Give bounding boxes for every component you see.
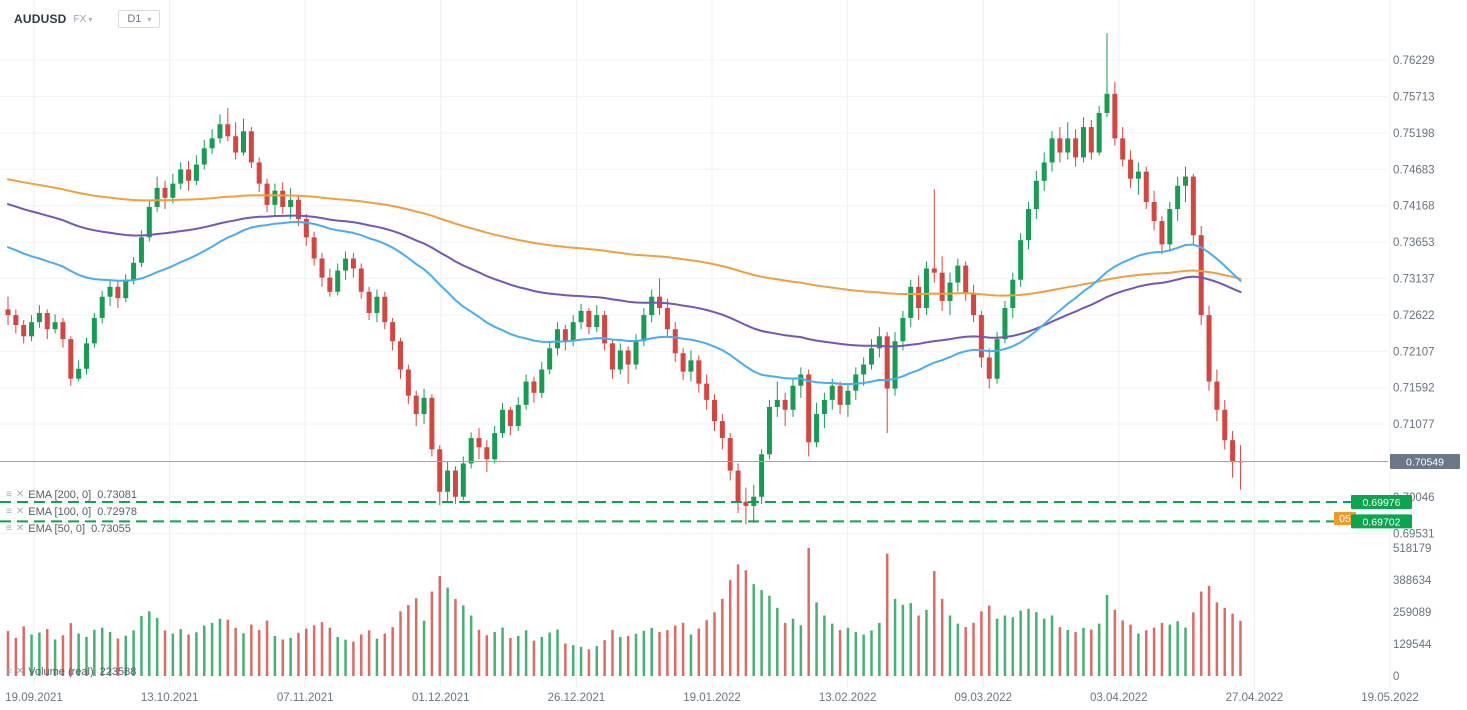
svg-text:13.02.2022: 13.02.2022 [819,692,877,704]
ema-200-line[interactable] [7,178,1242,297]
partial-price-badge: 05 [1334,512,1356,525]
svg-text:26.12.2021: 26.12.2021 [548,692,606,704]
svg-text:0.69976: 0.69976 [1363,497,1401,509]
indicator-row-ema200: ≡ ✕ EMA [200, 0] 0.73081 [6,486,137,503]
svg-text:19.05.2022: 19.05.2022 [1361,692,1419,704]
svg-text:259089: 259089 [1393,607,1431,619]
indicator-name: EMA [200, 0] [28,488,92,501]
svg-text:09.03.2022: 09.03.2022 [954,692,1012,704]
support-price-badge-1: 0.69976 [1351,494,1412,509]
svg-text:0.72107: 0.72107 [1393,346,1435,358]
svg-text:13.10.2021: 13.10.2021 [141,692,199,704]
volume-legend: ≡ ✕ Volume (real) 223588 [6,663,136,680]
market-label: FX [73,13,87,25]
ema-100-line[interactable] [7,203,1242,348]
indicator-remove-icon[interactable]: ✕ [15,505,25,517]
volume-legend-row: ≡ ✕ Volume (real) 223588 [6,663,136,680]
indicator-remove-icon[interactable]: ✕ [15,488,25,500]
chevron-down-icon: ▾ [147,14,152,24]
svg-text:0: 0 [1393,671,1399,683]
indicator-settings-icon[interactable]: ≡ [6,665,12,677]
svg-text:0.70549: 0.70549 [1406,456,1444,468]
svg-text:27.04.2022: 27.04.2022 [1226,692,1284,704]
svg-text:518179: 518179 [1393,543,1431,555]
volume-axis-labels: 518179 388634 259089 129544 0 [1393,543,1432,683]
indicator-row-ema50: ≡ ✕ EMA [50, 0] 0.73055 [6,520,137,537]
svg-text:19.01.2022: 19.01.2022 [683,692,741,704]
svg-text:129544: 129544 [1393,639,1432,651]
current-price-badge: 0.70549 [1390,453,1460,469]
svg-text:0.75198: 0.75198 [1393,128,1435,140]
svg-text:01.12.2021: 01.12.2021 [412,692,470,704]
horizontal-gridlines [0,59,1388,534]
chevron-down-icon: ▾ [88,14,93,24]
svg-text:388634: 388634 [1393,575,1432,587]
timeframe-select[interactable]: D1 ▾ [118,10,161,28]
svg-text:0.75713: 0.75713 [1393,91,1435,103]
svg-text:0.72622: 0.72622 [1393,310,1435,322]
indicator-value: 0.73055 [91,522,131,535]
svg-text:0.71592: 0.71592 [1393,383,1435,395]
indicator-row-ema100: ≡ ✕ EMA [100, 0] 0.72978 [6,503,137,520]
indicator-remove-icon[interactable]: ✕ [15,665,25,677]
indicator-remove-icon[interactable]: ✕ [15,522,25,534]
indicator-name: EMA [100, 0] [28,505,92,518]
price-axis-labels: 0.76229 0.75713 0.75198 0.74683 0.74168 0.736… [1393,55,1435,540]
svg-text:0.69531: 0.69531 [1393,528,1435,540]
volume-bars [6,548,1242,676]
indicator-settings-icon[interactable]: ≡ [6,522,12,534]
volume-label: Volume (real) [28,665,94,678]
market-select[interactable]: FX ▾ [74,14,93,25]
chart-toolbar: AUDUSD FX ▾ D1 ▾ [14,10,161,28]
x-axis-labels: 19.09.2021 13.10.2021 07.11.2021 01.12.2021… [5,692,1419,704]
indicator-settings-icon[interactable]: ≡ [6,505,12,517]
svg-text:0.74683: 0.74683 [1393,164,1435,176]
timeframe-label: D1 [127,13,142,25]
indicator-value: 0.73081 [97,488,137,501]
support-price-badge-2: 0.69702 [1351,514,1412,529]
indicator-value: 0.72978 [97,505,137,518]
volume-value: 223588 [99,665,137,678]
svg-text:07.11.2021: 07.11.2021 [277,692,334,704]
ema-50-line[interactable] [7,221,1242,386]
indicator-name: EMA [50, 0] [28,522,86,535]
svg-text:19.09.2021: 19.09.2021 [5,692,63,704]
svg-text:03.04.2022: 03.04.2022 [1090,692,1148,704]
svg-text:0.73653: 0.73653 [1393,237,1435,249]
svg-text:0.76229: 0.76229 [1393,55,1435,67]
indicator-legend: ≡ ✕ EMA [200, 0] 0.73081 ≡ ✕ EMA [100, 0… [6,486,137,537]
svg-text:0.74168: 0.74168 [1393,201,1435,213]
svg-text:0.69702: 0.69702 [1363,516,1401,528]
symbol-label: AUDUSD [14,12,67,26]
svg-text:05: 05 [1339,513,1351,525]
vertical-gridlines [33,0,1391,688]
svg-text:0.71077: 0.71077 [1393,419,1435,431]
indicator-settings-icon[interactable]: ≡ [6,488,12,500]
svg-text:0.73137: 0.73137 [1393,274,1435,286]
